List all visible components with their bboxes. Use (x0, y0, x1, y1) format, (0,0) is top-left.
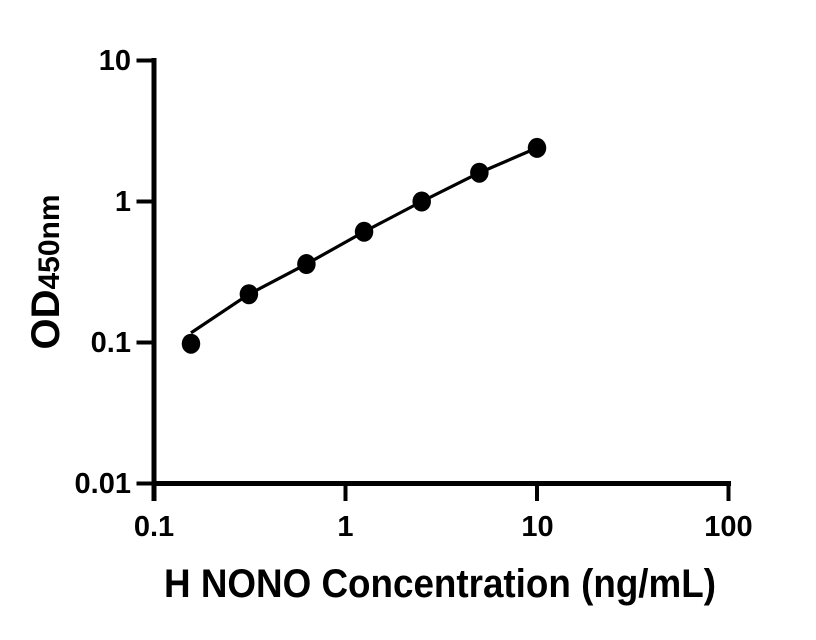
y-tick-label-0.01: 0.01 (74, 467, 131, 500)
x-tick-label-1: 1 (337, 511, 354, 543)
data-point (354, 221, 374, 242)
data-point (412, 191, 431, 212)
x-tick-label-100: 100 (704, 511, 753, 543)
data-point (297, 254, 316, 275)
y-tick-label-1: 1 (114, 185, 131, 218)
x-tick-label-10: 10 (521, 511, 554, 543)
y-axis-title-sub: 450nm (33, 194, 66, 290)
data-point (239, 284, 259, 305)
y-tick-label-10: 10 (98, 44, 131, 77)
x-axis-title: H NONO Concentration (ng/mL) (164, 562, 716, 606)
y-axis-title: OD450nm (24, 142, 68, 402)
x-tick-label-0.1: 0.1 (133, 511, 175, 543)
y-axis-title-main: OD (24, 289, 68, 350)
data-point (181, 333, 201, 354)
data-point (527, 137, 547, 158)
data-point (470, 162, 489, 183)
y-tick-label-0.1: 0.1 (90, 326, 131, 359)
